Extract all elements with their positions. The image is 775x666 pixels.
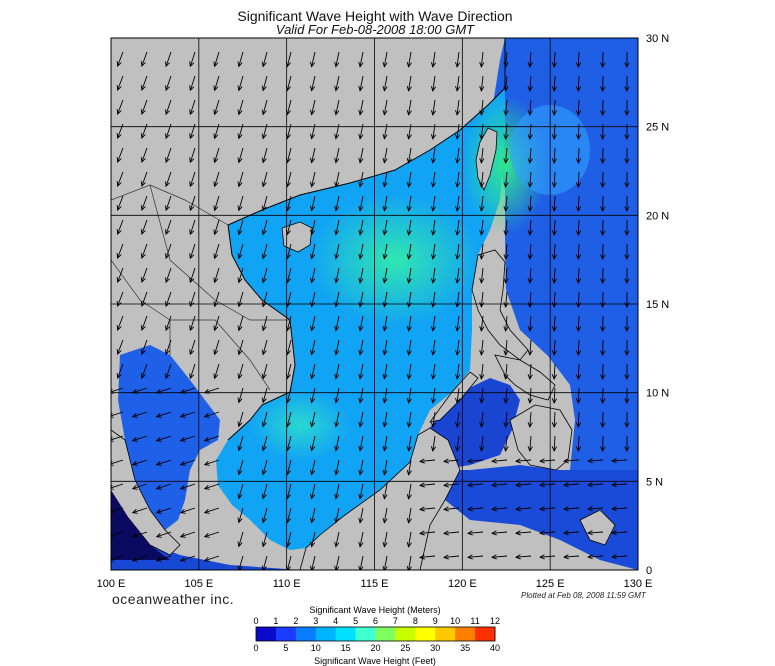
colorbar-swatch	[256, 627, 276, 641]
wave-arrow	[578, 124, 579, 139]
colorbar-feet-tick: 15	[341, 643, 351, 653]
wave-arrow	[578, 148, 579, 163]
colorbar-swatch	[455, 627, 475, 641]
colorbar-feet-tick: 40	[490, 643, 500, 653]
colorbar-swatch	[435, 627, 455, 641]
colorbar-feet-tick: 10	[311, 643, 321, 653]
plotted-timestamp: Plotted at Feb 08, 2008 11:59 GMT	[521, 591, 646, 600]
lat-tick-label: 10 N	[646, 388, 669, 400]
colorbar-meters-tick: 6	[373, 616, 378, 626]
lat-tick-label: 30 N	[646, 33, 669, 45]
colorbar-feet-tick: 5	[283, 643, 288, 653]
wave-arrow	[578, 196, 579, 211]
colorbar-swatch	[316, 627, 336, 641]
wave-arrow	[578, 292, 579, 307]
wave-arrow	[578, 172, 579, 187]
colorbar-meters-tick: 3	[313, 616, 318, 626]
colorbar-swatch	[356, 627, 376, 641]
wave-arrow	[578, 244, 579, 259]
colorbar-meters-tick: 8	[413, 616, 418, 626]
latitude-labels: 30 N 25 N 20 N 15 N 10 N 5 N 0	[646, 33, 669, 577]
colorbar-feet-tick: 0	[253, 643, 258, 653]
colorbar-meters-tick: 7	[393, 616, 398, 626]
colorbar-meters-tick: 5	[353, 616, 358, 626]
wave-arrow	[578, 436, 579, 451]
wave-arrow	[578, 316, 579, 331]
colorbar-meters-tick: 9	[433, 616, 438, 626]
lon-tick-label: 115 E	[361, 578, 389, 590]
colorbar-feet-tick: 30	[430, 643, 440, 653]
wave-arrow	[578, 412, 579, 427]
wave-arrow	[578, 100, 579, 115]
colorbar-feet-tick: 35	[460, 643, 470, 653]
colorbar-meters-tick: 10	[450, 616, 460, 626]
colorbar-swatch	[276, 627, 296, 641]
colorbar-meters-tick: 2	[293, 616, 298, 626]
colorbar-feet-tick: 20	[370, 643, 380, 653]
colorbar-meters-tick: 4	[333, 616, 338, 626]
lon-tick-label: 105 E	[184, 578, 213, 590]
colorbar-meters-title: Significant Wave Height (Meters)	[240, 605, 510, 615]
colorbar-meters-tick: 11	[470, 616, 479, 626]
lon-tick-label: 120 E	[448, 578, 477, 590]
lon-tick-label: 110 E	[273, 578, 301, 590]
colorbar-swatch	[336, 627, 356, 641]
wave-arrow	[578, 364, 579, 379]
colorbar-swatch	[395, 627, 415, 641]
lon-tick-label: 130 E	[624, 578, 653, 590]
colorbar-meters-tick: 1	[273, 616, 278, 626]
colorbar-feet-tick: 25	[400, 643, 410, 653]
colorbar-meters-tick: 0	[253, 616, 258, 626]
colorbar-feet-ticks: 0 5 10 15 20 25 30 35 40	[253, 643, 500, 653]
colorbar-swatch	[296, 627, 316, 641]
lon-tick-label: 100 E	[97, 578, 126, 590]
colorbar-swatch	[415, 627, 435, 641]
wave-arrow	[578, 388, 579, 403]
longitude-labels: 100 E 105 E 110 E 115 E 120 E 125 E 130 E	[97, 578, 653, 590]
colorbar-swatch	[475, 627, 495, 641]
wave-arrow	[578, 340, 579, 355]
lat-tick-label: 20 N	[646, 210, 669, 222]
wave-arrow	[578, 220, 579, 235]
lat-tick-label: 0	[646, 565, 652, 577]
oceanweather-brand: oceanweather inc.	[112, 591, 234, 607]
lat-tick-label: 5 N	[646, 476, 663, 488]
wave-height-colorbar	[256, 627, 496, 641]
colorbar-meters-tick: 12	[490, 616, 500, 626]
lat-tick-label: 25 N	[646, 122, 669, 134]
wave-arrow	[578, 76, 579, 91]
lat-tick-label: 15 N	[646, 299, 669, 311]
colorbar-swatch	[376, 627, 396, 641]
wave-arrow	[578, 268, 579, 283]
lon-tick-label: 125 E	[536, 578, 565, 590]
wave-arrow	[578, 52, 579, 67]
